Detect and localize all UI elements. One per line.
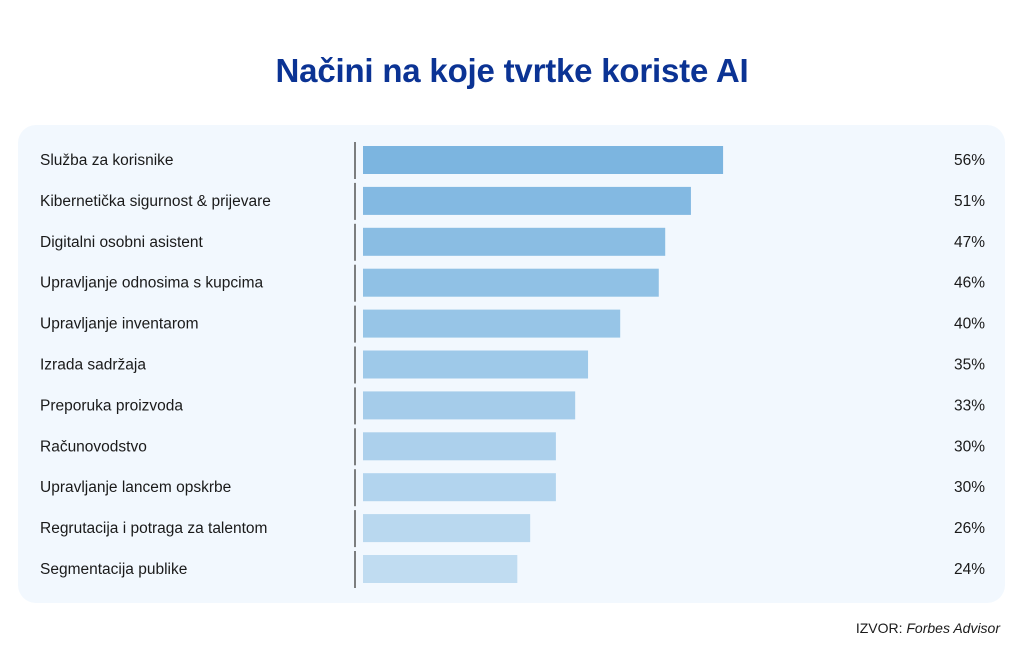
source-name: Forbes Advisor (906, 620, 1000, 636)
value-label: 47% (954, 234, 985, 251)
bar (363, 555, 518, 583)
bar (363, 146, 724, 174)
bar (363, 391, 576, 420)
source-note: IZVOR: Forbes Advisor (856, 620, 1000, 636)
category-label: Segmentacija publike (40, 561, 187, 578)
value-label: 30% (954, 479, 985, 496)
category-label: Upravljanje lancem opskrbe (40, 479, 231, 496)
bar (363, 268, 659, 297)
category-label: Služba za korisnike (40, 152, 174, 169)
category-label: Regrutacija i potraga za talentom (40, 520, 267, 537)
bar (363, 309, 621, 338)
bar (363, 473, 556, 502)
value-label: 24% (954, 561, 985, 578)
bar (363, 186, 691, 215)
value-label: 46% (954, 275, 985, 292)
value-label: 40% (954, 316, 985, 333)
bar (363, 432, 556, 461)
value-label: 26% (954, 520, 985, 537)
category-label: Upravljanje inventarom (40, 316, 199, 333)
value-label: 33% (954, 397, 985, 414)
source-prefix: IZVOR: (855, 620, 903, 636)
category-label: Upravljanje odnosima s kupcima (40, 275, 264, 292)
category-label: Kibernetička sigurnost & prijevare (40, 193, 271, 210)
category-label: Digitalni osobni asistent (40, 234, 204, 251)
bar (363, 227, 666, 256)
value-label: 56% (954, 152, 985, 169)
value-label: 35% (954, 357, 985, 374)
chart-title: Načini na koje tvrtke koriste AI (275, 52, 749, 89)
value-label: 51% (954, 193, 985, 210)
value-label: 30% (954, 438, 985, 455)
bar (363, 350, 589, 379)
category-label: Izrada sadržaja (40, 357, 146, 374)
bar (363, 514, 531, 543)
category-label: Računovodstvo (40, 438, 147, 455)
category-label: Preporuka proizvoda (40, 397, 183, 414)
